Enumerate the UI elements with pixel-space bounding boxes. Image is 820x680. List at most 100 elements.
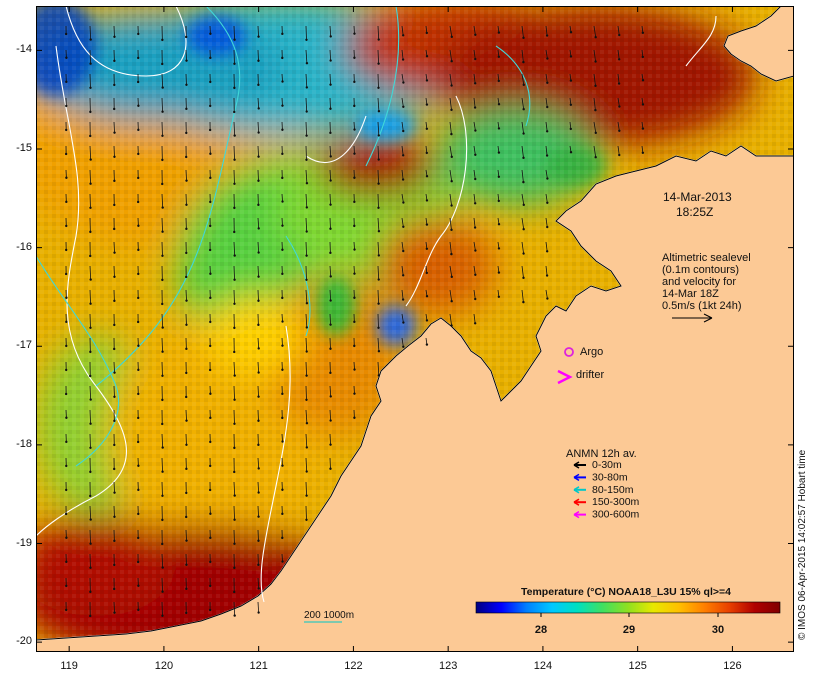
velocity-arrow-head bbox=[377, 254, 381, 257]
velocity-arrow-head bbox=[233, 254, 236, 257]
velocity-arrow-head bbox=[641, 55, 644, 59]
velocity-arrow-head bbox=[65, 584, 68, 588]
velocity-arrow-head bbox=[113, 203, 116, 207]
velocity-arrow bbox=[257, 505, 259, 517]
velocity-arrow-head bbox=[113, 515, 116, 518]
velocity-arrow-head bbox=[161, 182, 164, 186]
velocity-arrow-head bbox=[89, 446, 92, 450]
velocity-arrow-head bbox=[185, 563, 188, 566]
velocity-arrow-head bbox=[161, 566, 164, 569]
velocity-arrow bbox=[257, 97, 260, 109]
velocity-arrow-head bbox=[305, 422, 309, 425]
velocity-arrow-head bbox=[137, 536, 140, 540]
velocity-arrow-head bbox=[112, 347, 116, 351]
velocity-arrow bbox=[233, 601, 236, 616]
velocity-arrow-head bbox=[185, 83, 188, 86]
velocity-arrow-head bbox=[257, 83, 260, 87]
velocity-vectors bbox=[64, 25, 645, 618]
velocity-arrow bbox=[257, 337, 260, 349]
velocity-arrow-head bbox=[353, 176, 356, 179]
velocity-arrow-head bbox=[329, 323, 332, 326]
velocity-arrow-head bbox=[209, 80, 212, 84]
anmn-depth-label: 30-80m bbox=[592, 471, 628, 483]
anmn-swatch-head bbox=[573, 498, 580, 506]
velocity-arrow-head bbox=[113, 155, 116, 158]
anmn-swatch-head bbox=[573, 510, 580, 519]
velocity-arrow bbox=[521, 145, 524, 158]
velocity-arrow bbox=[401, 313, 404, 323]
velocity-arrow-head bbox=[209, 344, 212, 348]
anmn-swatch-head bbox=[573, 473, 580, 482]
velocity-arrow-head bbox=[65, 56, 68, 59]
velocity-arrow-head bbox=[184, 395, 188, 399]
velocity-arrow-head bbox=[281, 368, 284, 371]
velocity-arrow-head bbox=[257, 563, 260, 567]
velocity-arrow-head bbox=[474, 297, 477, 301]
velocity-arrow-head bbox=[305, 494, 308, 497]
velocity-arrow-head bbox=[305, 86, 309, 89]
velocity-arrow-head bbox=[305, 158, 308, 161]
velocity-arrow-head bbox=[281, 176, 284, 180]
velocity-arrow bbox=[521, 121, 524, 134]
velocity-arrow bbox=[233, 241, 236, 256]
velocity-arrow bbox=[305, 49, 308, 64]
alt-line5: 0.5m/s (1kt 24h) bbox=[662, 300, 741, 312]
velocity-arrow-head bbox=[641, 151, 645, 154]
velocity-arrow-head bbox=[281, 464, 284, 467]
velocity-arrow-head bbox=[233, 326, 236, 330]
velocity-arrow-head bbox=[89, 278, 92, 281]
velocity-arrow bbox=[545, 121, 548, 132]
velocity-arrow-head bbox=[233, 230, 236, 234]
velocity-arrow bbox=[473, 25, 476, 35]
velocity-arrow bbox=[305, 289, 308, 304]
velocity-arrow-head bbox=[185, 419, 188, 422]
velocity-arrow-head bbox=[473, 106, 477, 109]
velocity-arrow-head bbox=[185, 371, 188, 375]
velocity-arrow-head bbox=[618, 153, 621, 157]
velocity-arrow-head bbox=[257, 515, 260, 518]
velocity-arrow-head bbox=[233, 374, 236, 377]
velocity-arrow bbox=[593, 25, 597, 38]
velocity-arrow-head bbox=[353, 152, 356, 155]
velocity-arrow-head bbox=[161, 38, 164, 42]
velocity-arrow-head bbox=[402, 201, 405, 204]
velocity-arrow bbox=[185, 169, 187, 181]
velocity-arrow-head bbox=[113, 419, 116, 423]
velocity-arrow-head bbox=[305, 398, 308, 401]
velocity-arrow bbox=[329, 385, 332, 397]
velocity-arrow-head bbox=[353, 224, 356, 228]
velocity-arrow bbox=[185, 409, 187, 421]
velocity-arrow-head bbox=[281, 152, 284, 156]
velocity-arrow bbox=[449, 25, 453, 37]
velocity-arrow-head bbox=[545, 154, 549, 157]
drifter-label: drifter bbox=[576, 369, 604, 381]
velocity-arrow-head bbox=[569, 31, 573, 34]
velocity-arrow bbox=[89, 169, 91, 184]
velocity-arrow-head bbox=[137, 464, 140, 467]
velocity-arrow-head bbox=[497, 247, 501, 250]
velocity-arrow bbox=[305, 217, 308, 232]
velocity-arrow-head bbox=[64, 272, 68, 276]
velocity-arrow-head bbox=[113, 251, 116, 254]
velocity-arrow-head bbox=[137, 296, 140, 300]
velocity-arrow-head bbox=[89, 590, 92, 594]
velocity-arrow-head bbox=[185, 467, 188, 471]
velocity-arrow bbox=[281, 313, 283, 322]
velocity-arrow-head bbox=[257, 371, 260, 374]
velocity-arrow-head bbox=[522, 180, 525, 184]
velocity-arrow-head bbox=[329, 371, 332, 375]
velocity-arrow-head bbox=[257, 443, 260, 447]
velocity-arrow-head bbox=[233, 110, 236, 114]
velocity-arrow-head bbox=[137, 488, 140, 492]
velocity-arrow-head bbox=[113, 131, 116, 134]
velocity-arrow-head bbox=[136, 560, 140, 564]
velocity-arrow-head bbox=[257, 395, 260, 398]
velocity-arrow bbox=[113, 241, 115, 253]
velocity-arrow bbox=[521, 193, 525, 205]
velocity-arrow-head bbox=[617, 82, 621, 85]
velocity-arrow-head bbox=[185, 227, 188, 231]
velocity-arrow-head bbox=[281, 32, 284, 36]
velocity-arrow-head bbox=[281, 224, 284, 227]
velocity-arrow-head bbox=[209, 536, 212, 540]
velocity-arrow-head bbox=[233, 86, 236, 90]
